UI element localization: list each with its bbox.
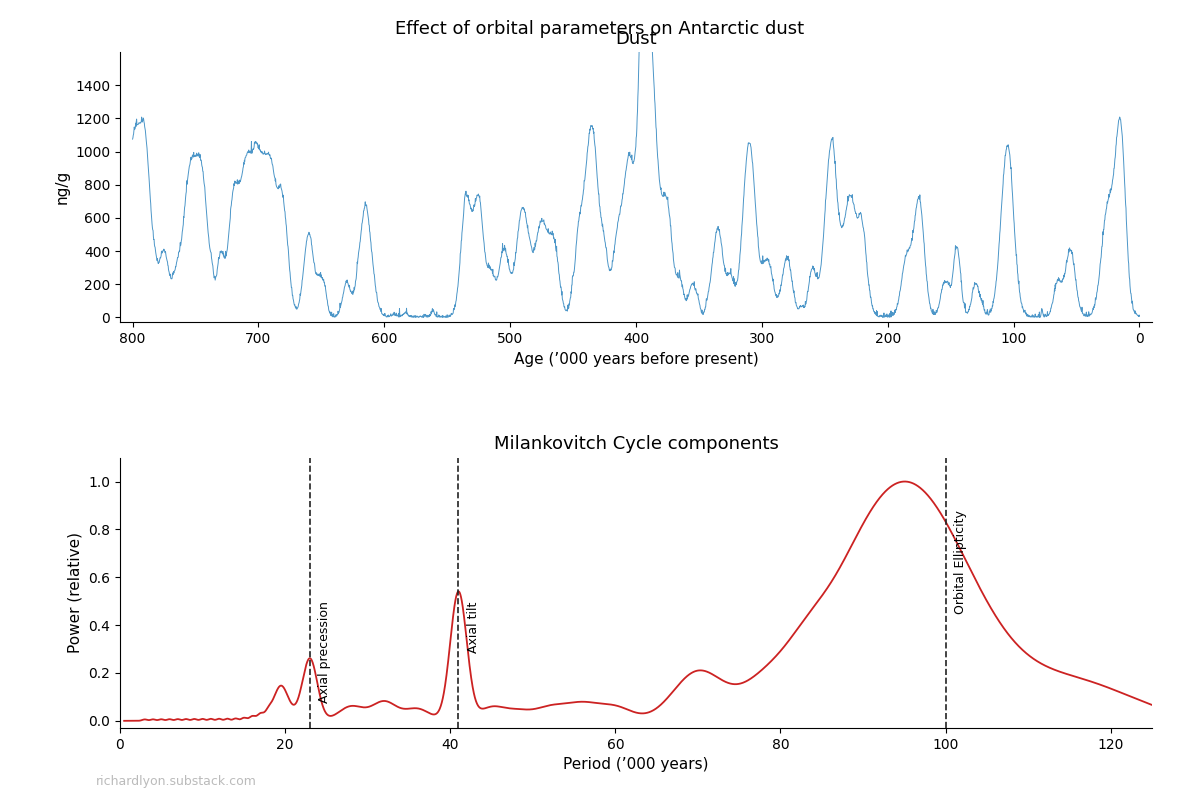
Text: richardlyon.substack.com: richardlyon.substack.com (96, 775, 257, 788)
Title: Dust: Dust (616, 30, 656, 48)
Y-axis label: Power (relative): Power (relative) (67, 532, 83, 654)
Title: Milankovitch Cycle components: Milankovitch Cycle components (493, 435, 779, 454)
Y-axis label: ng/g: ng/g (54, 170, 70, 204)
Text: Orbital Ellipticity: Orbital Ellipticity (954, 510, 967, 614)
Text: Axial tilt: Axial tilt (467, 601, 480, 653)
Text: Effect of orbital parameters on Antarctic dust: Effect of orbital parameters on Antarcti… (396, 20, 804, 38)
Text: Axial precession: Axial precession (318, 601, 331, 703)
X-axis label: Age (’000 years before present): Age (’000 years before present) (514, 352, 758, 366)
X-axis label: Period (’000 years): Period (’000 years) (563, 758, 709, 772)
